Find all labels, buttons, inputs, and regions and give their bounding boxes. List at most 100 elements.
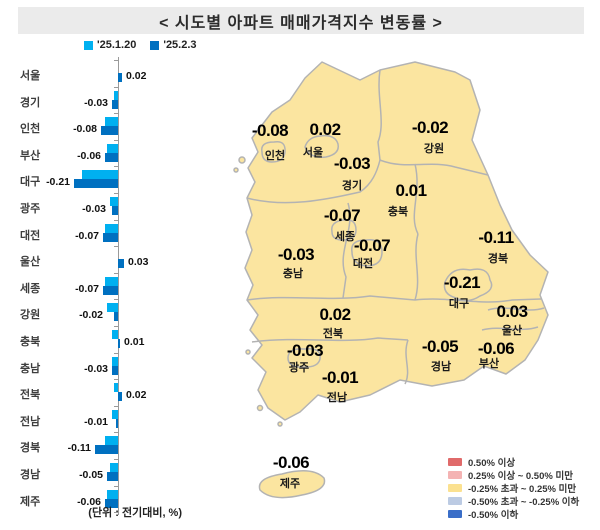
map-region-name-부산: 부산	[478, 358, 500, 370]
bar-'25.1.20	[110, 463, 118, 472]
map-legend-item: 0.25% 이상 ~ 0.50% 미만	[448, 468, 579, 482]
mainland-shape	[244, 61, 549, 421]
map-region-value-대전: -0.07	[353, 236, 391, 255]
map-labels: -0.08 인천 0.02 서울 -0.03 경기 -0.02 강원 0.01 충북 -0.07 세종…	[230, 52, 590, 502]
bar-'25.2.3	[103, 285, 118, 295]
bar-'25.2.3	[112, 99, 118, 109]
page-title: < 시도별 아파트 매매가격지수 변동률 >	[159, 14, 443, 32]
bar-value-label: -0.01	[84, 415, 108, 428]
map-region-name-경남: 경남	[430, 361, 452, 373]
bar-category-label: 경남	[20, 469, 41, 481]
legend-swatch-icon	[448, 457, 462, 466]
bar-category-label: 경북	[20, 442, 41, 455]
map-region-value-경북: -0.11	[478, 228, 514, 247]
map-region-name-대전: 대전	[352, 258, 374, 270]
bar-rows: 서울 0.02 경기 -0.03 인천 -0.08 부산 -0.06 대구 -0.21 광주 -0.0…	[18, 60, 198, 515]
bar-row: 충북 0.01	[18, 326, 198, 352]
legend-label: -0.50% 초과 ~ -0.25% 이하	[468, 496, 580, 508]
unit-note: (단위 : 전기대비, %)	[88, 507, 182, 519]
bar-'25.2.3	[112, 206, 118, 215]
bar-value-label: 0.02	[126, 389, 147, 402]
bar-row: 경북 -0.11	[18, 432, 198, 458]
bar-'25.2.3	[74, 179, 118, 189]
bar-category-label: 경기	[20, 96, 41, 109]
bar-category-label: 전북	[20, 389, 41, 402]
legend-series-2: '25.2.3	[150, 39, 197, 51]
korea-map: -0.08 인천 0.02 서울 -0.03 경기 -0.02 강원 0.01 충북 -0.07 세종…	[230, 52, 590, 502]
map-region-value-대구: -0.21	[443, 273, 481, 292]
legend-label: -0.50% 이하	[468, 509, 519, 521]
bar-'25.1.20	[112, 330, 118, 339]
bar-'25.2.3	[107, 472, 118, 481]
bar-row: 부산 -0.06	[18, 139, 198, 166]
bar-'25.1.20	[105, 436, 118, 446]
legend-label: 0.50% 이상	[468, 457, 516, 469]
map-legend-item: -0.25% 초과 ~ 0.25% 미만	[448, 481, 579, 495]
bar-row: 전북 0.02	[18, 379, 198, 405]
bar-category-label: 충남	[20, 362, 41, 375]
map-region-value-충남: -0.03	[277, 245, 315, 264]
bar-row: 전남 -0.01	[18, 405, 198, 432]
bar-chart-legend: '25.1.20 '25.2.3	[84, 39, 197, 51]
map-region-name-제주: 제주	[279, 478, 301, 490]
bar-category-label: 광주	[20, 203, 41, 215]
map-region-value-인천: -0.08	[251, 121, 289, 140]
map-region-name-서울: 서울	[302, 147, 324, 159]
map-region-value-부산: -0.06	[477, 339, 515, 358]
bar-value-label: -0.02	[79, 309, 103, 322]
map-region-name-인천: 인천	[264, 150, 286, 162]
bar-'25.2.3	[118, 392, 122, 402]
map-region-value-경남: -0.05	[421, 337, 459, 356]
bar-row: 강원 -0.02	[18, 299, 198, 325]
bar-'25.1.20	[112, 356, 118, 366]
bar-value-label: -0.03	[82, 203, 106, 215]
bar-row: 세종 -0.07	[18, 272, 198, 299]
bar-value-label: -0.03	[84, 362, 108, 375]
bar-'25.2.3	[114, 312, 118, 322]
bar-'25.2.3	[105, 498, 118, 508]
bar-'25.1.20	[107, 303, 118, 313]
bar-value-label: -0.03	[84, 96, 108, 109]
bar-value-label: -0.11	[67, 442, 91, 455]
bar-row: 광주 -0.03	[18, 193, 198, 219]
bar-'25.1.20	[82, 170, 118, 180]
bar-category-label: 대전	[20, 229, 41, 242]
series1-swatch-icon	[84, 40, 93, 50]
map-region-name-충북: 충북	[387, 206, 409, 218]
bar-'25.2.3	[103, 232, 118, 242]
bar-row: 충남 -0.03	[18, 352, 198, 379]
map-region-value-광주: -0.03	[286, 341, 324, 360]
map-region-name-전남: 전남	[326, 392, 348, 404]
map-legend-item: 0.50% 이상	[448, 455, 579, 469]
bar-row: 경남 -0.05	[18, 459, 198, 485]
bar-'25.2.3	[95, 445, 118, 455]
bar-'25.1.20	[105, 276, 118, 286]
legend-swatch-icon	[448, 496, 462, 505]
bar-'25.1.20	[112, 409, 118, 419]
bar-'25.1.20	[107, 489, 118, 499]
bar-category-label: 강원	[20, 309, 41, 322]
bar-row: 인천 -0.08	[18, 113, 198, 139]
bar-category-label: 서울	[20, 70, 41, 82]
bar-'25.2.3	[105, 152, 118, 162]
map-region-name-충남: 충남	[282, 268, 304, 280]
legend-swatch-icon	[448, 483, 462, 492]
bar-'25.1.20	[107, 143, 118, 153]
bar-value-label: 0.01	[124, 336, 145, 348]
map-region-name-세종: 세종	[334, 231, 356, 243]
bar-category-label: 인천	[20, 123, 41, 136]
bar-row: 대구 -0.21	[18, 166, 198, 192]
map-region-value-제주: -0.06	[272, 453, 310, 472]
bar-'25.1.20	[114, 383, 118, 393]
bar-row: 울산 0.03	[18, 246, 198, 272]
bar-value-label: -0.07	[75, 282, 99, 295]
bar-value-label: -0.05	[79, 469, 103, 481]
bar-'25.2.3	[118, 259, 124, 269]
map-legend: 0.50% 이상 0.25% 이상 ~ 0.50% 미만 -0.25% 초과 ~ 0…	[448, 455, 580, 521]
map-region-value-전북: 0.02	[319, 305, 351, 324]
bar-'25.2.3	[118, 73, 122, 82]
bar-category-label: 세종	[20, 282, 41, 295]
bar-'25.1.20	[105, 223, 118, 233]
bar-category-label: 대구	[20, 176, 41, 189]
